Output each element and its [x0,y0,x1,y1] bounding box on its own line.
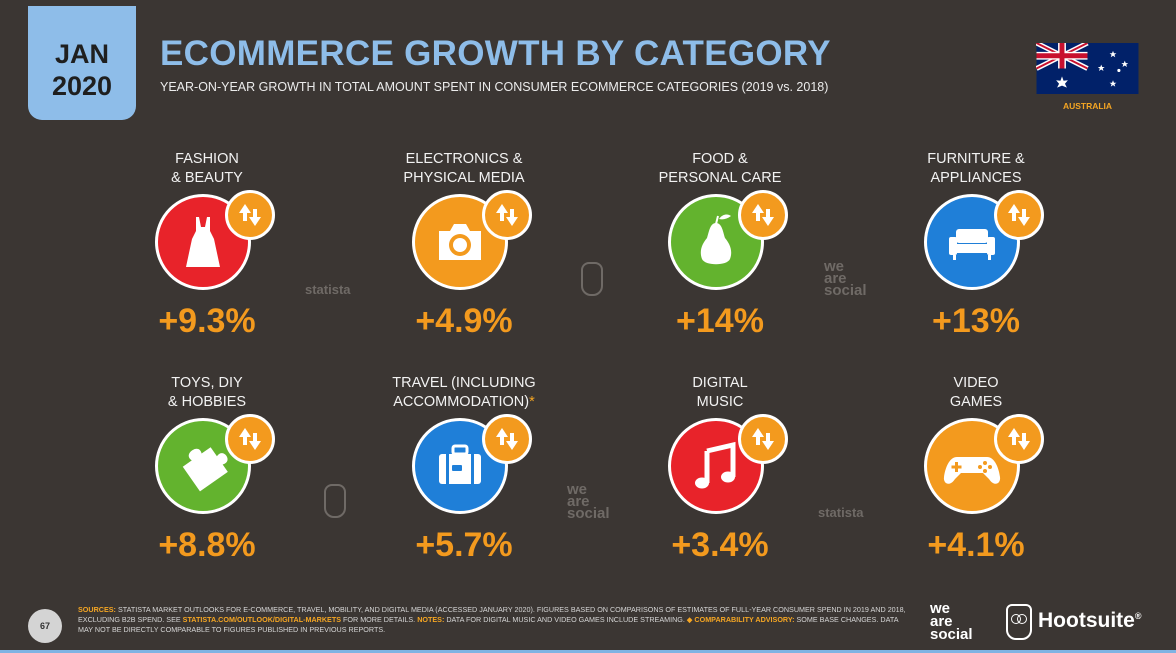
category-label: FOOD & PERSONAL CARE [658,151,782,186]
up-down-arrows-icon [482,414,532,464]
sources-link[interactable]: STATISTA.COM/OUTLOOK/DIGITAL-MARKETS [182,615,342,624]
australia-flag-icon [1036,43,1139,94]
gamepad-icon [943,457,1001,484]
date-year: 2020 [51,71,113,101]
was-word: social [567,505,610,522]
category-label: FURNITURE & APPLIANCES [927,151,1025,186]
date-badge: JAN 2020 [28,6,136,120]
up-down-arrows-icon [994,190,1044,240]
category-value: +14% [676,302,764,340]
dress-icon [186,217,220,267]
category-value: +3.4% [671,526,769,564]
was-word: we [930,600,951,617]
advisory-text: SOME BASE CHANGES. DATA MAY NOT BE DIREC… [78,615,899,634]
country-label: AUSTRALIA [1062,101,1113,111]
was-word: are [824,270,847,287]
notes-text: DATA FOR DIGITAL MUSIC AND VIDEO GAMES I… [444,615,687,624]
bottom-divider [0,650,1176,653]
owl-watermark-icon [581,262,603,296]
category-value: +4.1% [927,526,1025,564]
up-down-arrows-icon [225,414,275,464]
category-value: +9.3% [158,302,256,340]
page-subtitle: YEAR-ON-YEAR GROWTH IN TOTAL AMOUNT SPEN… [160,80,829,94]
pear-icon [700,214,732,265]
statista-watermark: statista [818,505,864,520]
advisory-label: ◆ COMPARABILITY ADVISORY: [686,615,795,624]
statista-watermark: statista [305,282,351,297]
hootsuite-logo-text: Hootsuite® [1038,609,1141,633]
category-label: ELECTRONICS & PHYSICAL MEDIA [403,151,525,186]
puzzle-piece-icon [182,447,228,492]
category-label-text: TRAVEL (INCLUDING ACCOMMODATION) [392,375,536,410]
category-value: +8.8% [158,526,256,564]
was-word: social [930,626,973,643]
was-word: we [567,481,588,498]
was-word: are [930,613,953,630]
notes-label: NOTES: [417,615,445,624]
date-month: JAN [54,39,109,69]
category-value: +4.9% [415,302,513,340]
was-word: social [824,282,867,299]
up-down-arrows-icon [738,190,788,240]
category-label: DIGITAL MUSIC [692,375,748,410]
up-down-arrows-icon [482,190,532,240]
we-are-social-logo: we are social [930,600,973,643]
footer-sources: SOURCES: STATISTA MARKET OUTLOOKS FOR E-… [78,605,908,635]
page-number: 67 [28,609,62,643]
page-title: ECOMMERCE GROWTH BY CATEGORY [160,34,831,73]
category-label: TRAVEL (INCLUDING ACCOMMODATION)* [364,374,564,412]
sources-text-2: FOR MORE DETAILS. [341,615,418,624]
category-label: TOYS, DIY & HOBBIES [167,375,247,410]
up-down-arrows-icon [738,414,788,464]
hootsuite-name: Hootsuite [1038,609,1135,632]
camera-icon [439,224,481,260]
we-are-social-watermark: we are social [567,481,610,522]
category-value: +5.7% [415,526,513,564]
category-label: VIDEO GAMES [949,375,1003,410]
category-icon-circle [668,194,764,290]
we-are-social-watermark: we are social [824,258,867,299]
hootsuite-owl-icon [1006,604,1032,640]
registered-mark: ® [1134,611,1142,621]
music-note-icon [695,441,736,489]
sources-label: SOURCES: [78,605,116,614]
category-label: FASHION & BEAUTY [171,151,243,186]
category-value: +13% [932,302,1020,340]
footnote-marker: * [529,394,535,410]
was-word: are [567,493,590,510]
sofa-icon [949,229,995,260]
suitcase-icon [439,444,481,484]
was-word: we [824,258,845,275]
up-down-arrows-icon [225,190,275,240]
sources-text: STATISTA MARKET OUTLOOKS FOR E-COMMERCE,… [78,605,906,624]
up-down-arrows-icon [994,414,1044,464]
owl-watermark-icon [324,484,346,518]
